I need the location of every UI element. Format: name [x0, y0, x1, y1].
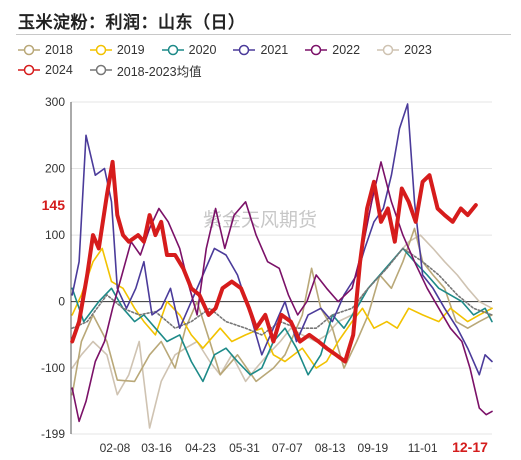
series-line-2020: [71, 247, 493, 383]
legend-item-2020[interactable]: 2020: [161, 40, 217, 60]
y-tick-label: 300: [45, 95, 65, 109]
legend-item-2022[interactable]: 2022: [305, 40, 360, 60]
legend: 2018 2019 2020 2021 2022 2023 2024 2018-2023均值: [18, 40, 513, 80]
legend-item-2021[interactable]: 2021: [233, 40, 288, 60]
last-value-label: 145: [42, 197, 66, 213]
series-line-2021: [71, 103, 493, 376]
y-tick-label: -199: [41, 427, 65, 441]
series-line-2022: [71, 161, 493, 423]
y-tick-label: 200: [45, 162, 65, 176]
legend-label: 2024: [45, 63, 73, 77]
legend-marker-icon: [89, 64, 112, 76]
title-divider: [16, 34, 511, 35]
legend-label: 2018-2023均值: [116, 64, 202, 79]
legend-marker-icon: [89, 44, 112, 56]
legend-label: 2019: [116, 43, 145, 57]
x-tick-label: 07-07: [272, 441, 303, 455]
legend-item-avg[interactable]: 2018-2023均值: [89, 60, 202, 80]
y-tick-label: 0: [58, 295, 65, 309]
legend-label: 2022: [332, 43, 361, 57]
legend-item-2018[interactable]: 2018: [18, 40, 73, 60]
legend-marker-icon: [305, 44, 328, 56]
x-tick-label: 03-16: [141, 441, 172, 455]
series-line-2023: [71, 234, 493, 429]
legend-label: 2021: [260, 43, 289, 57]
legend-label: 2018: [45, 43, 73, 57]
y-tick-label: -100: [41, 361, 65, 375]
x-tick-label: 08-13: [315, 441, 346, 455]
legend-item-2024[interactable]: 2024: [18, 60, 73, 80]
series-line-2019: [71, 247, 493, 369]
x-tick-label: 02-08: [100, 441, 131, 455]
series-line-2018: [71, 227, 493, 396]
series-line-2024: [70, 159, 478, 364]
legend-label: 2020: [188, 43, 217, 57]
x-tick-label: 11-01: [408, 441, 438, 455]
x-tick-label: 09-19: [358, 441, 389, 455]
legend-item-2019[interactable]: 2019: [89, 40, 145, 60]
legend-marker-icon: [18, 64, 40, 76]
legend-marker-icon: [233, 44, 256, 56]
chart-title: 玉米淀粉：利润：山东（日）: [18, 13, 246, 33]
y-tick-label: 100: [45, 228, 65, 242]
legend-marker-icon: [18, 44, 40, 56]
x-tick-label-current: 12-17: [452, 439, 488, 455]
legend-item-2023[interactable]: 2023: [377, 40, 432, 60]
legend-marker-icon: [377, 44, 400, 56]
x-tick-label: 05-31: [229, 441, 260, 455]
legend-label: 2023: [404, 43, 432, 57]
x-tick-label: 04-23: [185, 441, 216, 455]
legend-marker-icon: [161, 44, 184, 56]
